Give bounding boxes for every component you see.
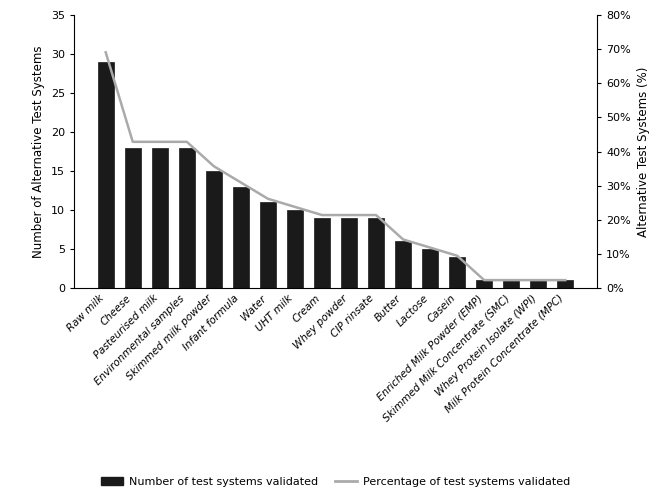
Bar	[530, 280, 546, 288]
Legend: Number of test systems validated, Percentage of test systems validated: Number of test systems validated, Percen…	[97, 473, 574, 492]
Bar	[152, 148, 168, 288]
Bar	[449, 257, 465, 288]
Bar	[341, 218, 357, 288]
Y-axis label: Alternative Test Systems (%): Alternative Test Systems (%)	[637, 67, 650, 237]
Bar	[178, 148, 195, 288]
Bar	[395, 242, 411, 288]
Bar	[476, 280, 493, 288]
Bar	[557, 280, 574, 288]
Bar	[97, 62, 114, 288]
Bar	[206, 171, 222, 288]
Bar	[503, 280, 519, 288]
Bar	[287, 210, 303, 288]
Bar	[125, 148, 141, 288]
Bar	[422, 249, 438, 288]
Bar	[314, 218, 330, 288]
Bar	[260, 202, 276, 288]
Y-axis label: Number of Alternative Test Systems: Number of Alternative Test Systems	[32, 45, 45, 258]
Bar	[368, 218, 384, 288]
Bar	[233, 187, 249, 288]
